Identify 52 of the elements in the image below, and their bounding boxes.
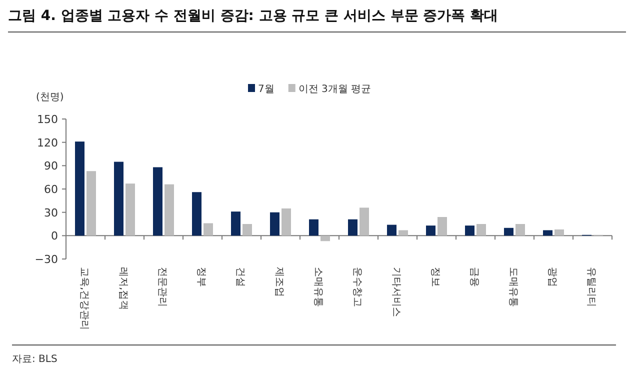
y-tick-label: 60 [44, 183, 58, 196]
bar [204, 223, 213, 236]
y-tick-label: 120 [37, 136, 58, 150]
bar [438, 217, 447, 236]
x-tick-label: 도매유통 [508, 267, 518, 307]
legend-label: 이전 3개월 평균 [298, 84, 372, 95]
y-tick-label: −30 [34, 253, 58, 266]
bar [516, 224, 525, 236]
x-tick-label: 제조업 [274, 267, 284, 297]
y-tick-label: 0 [51, 230, 58, 243]
bar [387, 224, 396, 236]
chart-title: 그림 4. 업종별 고용자 수 전월비 증감: 고용 규모 큰 서비스 부문 증가폭 확대 [8, 8, 498, 24]
bar [465, 226, 474, 236]
y-tick-label: 30 [44, 206, 58, 220]
bar [192, 192, 202, 236]
legend-label: 7월 [258, 84, 274, 95]
bar [426, 226, 436, 236]
bar [554, 229, 564, 236]
bar [543, 230, 552, 236]
bar [126, 184, 135, 236]
bar [86, 171, 96, 236]
x-tick-label: 건설 [234, 267, 246, 287]
bar [398, 230, 408, 236]
bar [114, 162, 124, 236]
bar [476, 224, 486, 236]
x-tick-label: 광업 [546, 267, 558, 287]
bar [153, 167, 162, 236]
y-tick-label: 150 [37, 113, 58, 126]
x-tick-label: 유틸리티 [586, 267, 596, 307]
bar [309, 219, 318, 236]
bar [270, 212, 280, 236]
x-tick-label: 정보 [430, 267, 440, 287]
bar [282, 208, 291, 236]
x-tick-label: 금융 [468, 267, 480, 287]
x-tick-label: 소매유통 [312, 267, 324, 307]
x-tick-label: 운수창고 [352, 267, 362, 307]
text: 자료: BLS [12, 354, 58, 365]
bar [164, 184, 174, 236]
y-axis-title: (천명) [36, 92, 64, 103]
x-tick-label: 기타서비스 [390, 267, 402, 317]
bar [242, 224, 252, 236]
x-tick-label: 교육,건강관리 [78, 267, 90, 330]
bar [320, 236, 330, 242]
bar [360, 208, 369, 236]
bar [75, 142, 84, 236]
bar [348, 219, 358, 236]
x-tick-label: 전문관리 [156, 267, 168, 307]
bar [504, 228, 514, 236]
x-tick-label: 레저,접객 [118, 267, 128, 310]
y-tick-label: 90 [44, 160, 58, 173]
x-tick-label: 정부 [196, 267, 206, 287]
bar [231, 212, 240, 236]
